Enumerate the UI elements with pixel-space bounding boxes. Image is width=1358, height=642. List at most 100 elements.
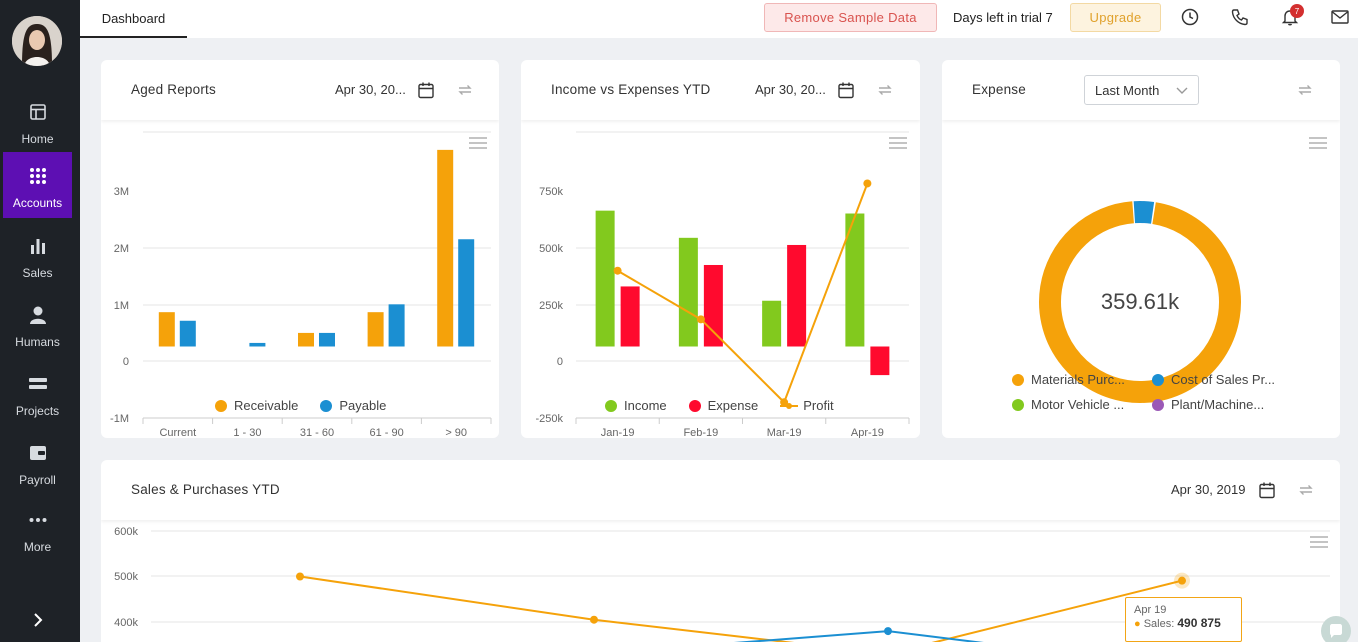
x-tick-label: > 90 <box>445 427 467 438</box>
sidebar-item-label: Sales <box>22 266 53 280</box>
calendar-icon[interactable] <box>415 79 437 101</box>
period-select-value: Last Month <box>1095 82 1160 98</box>
x-tick-label: Apr-19 <box>851 427 884 438</box>
card-title: Sales & Purchases YTD <box>131 482 280 497</box>
card-header: Income vs Expenses YTD Apr 30, 20... <box>521 60 920 120</box>
legend-item[interactable]: Motor Vehicle ... <box>1012 397 1152 412</box>
chart-legend: Receivable Payable <box>215 398 408 413</box>
sidebar-item-sales[interactable]: Sales <box>3 222 72 288</box>
chart-menu-icon[interactable] <box>1310 536 1328 550</box>
mail-icon[interactable] <box>1329 6 1351 28</box>
sidebar-item-accounts[interactable]: Accounts <box>3 152 72 218</box>
aged-reports-card: Aged Reports Apr 30, 20... 3M 2M 1M 0 -1… <box>101 60 499 438</box>
sidebar-item-label: Home <box>21 132 54 146</box>
refresh-icon[interactable] <box>454 79 476 101</box>
clock-icon[interactable] <box>1179 6 1201 28</box>
trial-days-text: Days left in trial 7 <box>953 10 1053 25</box>
bar <box>298 332 314 347</box>
bar <box>870 346 890 376</box>
bar-chart-icon <box>28 236 48 256</box>
donut-slice <box>1039 201 1241 403</box>
sidebar-item-label: Accounts <box>12 196 63 210</box>
upgrade-button[interactable]: Upgrade <box>1070 3 1161 32</box>
sidebar-item-label: Payroll <box>19 473 56 487</box>
legend-item[interactable]: Expense <box>688 398 758 413</box>
y-tick-label: 250k <box>539 300 563 312</box>
bar <box>437 149 454 347</box>
sidebar-item-humans[interactable]: Humans <box>3 291 72 357</box>
grid-dots-icon <box>28 166 48 186</box>
card-header: Aged Reports Apr 30, 20... <box>101 60 499 120</box>
bar <box>367 312 384 347</box>
bar <box>620 286 640 347</box>
purchases-point <box>884 627 892 636</box>
calendar-icon[interactable] <box>1256 479 1278 501</box>
sidebar-item-label: Projects <box>15 404 60 418</box>
refresh-icon[interactable] <box>1295 479 1317 501</box>
y-tick-label: -1M <box>110 413 129 425</box>
avatar[interactable] <box>12 16 62 66</box>
chart-tooltip: Apr 19 ● Sales: 490 875 <box>1125 597 1242 642</box>
chevron-right-icon <box>34 613 43 627</box>
y-tick-label: 500k <box>114 571 138 583</box>
x-tick-label: Feb-19 <box>683 427 718 438</box>
sidebar-item-more[interactable]: More <box>3 496 72 562</box>
ellipsis-icon <box>28 510 48 530</box>
legend-item[interactable]: Cost of Sales Pr... <box>1152 372 1292 387</box>
period-select[interactable]: Last Month <box>1084 75 1199 105</box>
sidebar-item-label: More <box>23 540 52 554</box>
card-title: Income vs Expenses YTD <box>551 82 711 97</box>
legend-item[interactable]: Plant/Machine... <box>1152 397 1292 412</box>
legend-item[interactable]: Payable <box>320 398 386 413</box>
profit-point <box>613 266 622 275</box>
y-tick-label: 600k <box>114 526 138 538</box>
tab-dashboard[interactable]: Dashboard <box>80 0 187 38</box>
sales-purchases-chart: 600k 500k 400k <box>114 526 1330 642</box>
bell-icon[interactable]: 7 <box>1279 4 1304 28</box>
expand-sidebar-button[interactable] <box>26 608 50 632</box>
refresh-icon[interactable] <box>1294 79 1316 101</box>
legend-item[interactable]: Materials Purc... <box>1012 372 1152 387</box>
income-expenses-card: Income vs Expenses YTD Apr 30, 20... 750… <box>521 60 920 438</box>
card-date: Apr 30, 20... <box>755 82 826 97</box>
legend-item[interactable]: Profit <box>780 398 834 413</box>
chart-legend: Income Expense Profit <box>605 398 856 413</box>
donut-slice <box>1039 201 1241 403</box>
y-tick-label: -250k <box>535 413 563 425</box>
person-icon <box>28 305 48 325</box>
chat-button[interactable] <box>1321 616 1351 642</box>
remove-sample-data-button[interactable]: Remove Sample Data <box>764 3 937 32</box>
y-tick-label: 0 <box>557 356 563 368</box>
bar <box>388 304 405 347</box>
chart-menu-icon[interactable] <box>889 137 907 151</box>
profit-line <box>617 183 869 405</box>
expense-donut-chart: 359.61k <box>1039 201 1241 403</box>
x-tick-label: Current <box>159 427 196 438</box>
bar <box>158 312 175 347</box>
x-tick-label: 1 - 30 <box>233 427 261 438</box>
sidebar-item-payroll[interactable]: Payroll <box>3 429 72 495</box>
refresh-icon[interactable] <box>874 79 896 101</box>
profit-point <box>780 398 789 407</box>
chart-menu-icon[interactable] <box>469 137 487 151</box>
card-date: Apr 30, 2019 <box>1171 482 1246 497</box>
calendar-icon[interactable] <box>835 79 857 101</box>
notification-badge: 7 <box>1290 4 1304 18</box>
sidebar-item-label: Humans <box>15 335 60 349</box>
card-header: Expense Last Month <box>942 60 1340 120</box>
sidebar-item-home[interactable]: Home <box>3 88 72 154</box>
bar <box>703 264 723 347</box>
legend-item[interactable]: Income <box>605 398 667 413</box>
x-tick-label: 31 - 60 <box>300 427 334 438</box>
income-expenses-chart: 750k 500k 250k 0 -250k Jan-19 Feb-19 Mar-1… <box>535 131 910 438</box>
chevron-down-icon <box>1176 87 1188 94</box>
projects-icon <box>28 374 48 394</box>
profit-point <box>863 179 872 188</box>
chart-menu-icon[interactable] <box>1309 137 1327 151</box>
legend-item[interactable]: Receivable <box>215 398 298 413</box>
sidebar-item-projects[interactable]: Projects <box>3 360 72 426</box>
tooltip-value: 490 875 <box>1177 616 1221 630</box>
phone-icon[interactable] <box>1229 6 1251 28</box>
chat-icon <box>1330 624 1342 638</box>
sales-point <box>1178 576 1186 585</box>
